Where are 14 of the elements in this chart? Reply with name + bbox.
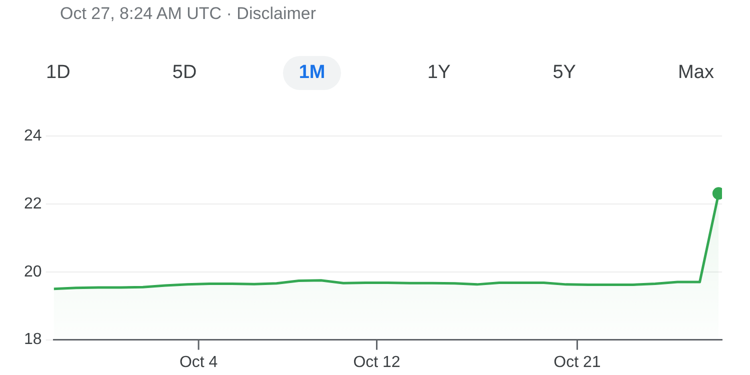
text: 5D (171, 61, 198, 85)
y-tick-label: 22 (24, 195, 42, 212)
x-tick-label: Oct 21 (554, 354, 601, 371)
x-tick-label: Oct 12 (353, 354, 400, 371)
x-tick-label: Oct 4 (179, 354, 218, 371)
y-tick-label: 20 (24, 263, 42, 280)
y-tick-label: 18 (24, 331, 42, 348)
text: 5Y (552, 61, 577, 85)
text: 1Y (426, 61, 452, 85)
y-tick-label: 24 (24, 127, 42, 144)
text: 1M (282, 56, 342, 90)
text: 1D (45, 61, 72, 85)
text: Max (677, 61, 715, 85)
text: Oct 27, 8:24 AM UTC · Disclaimer (60, 4, 316, 24)
